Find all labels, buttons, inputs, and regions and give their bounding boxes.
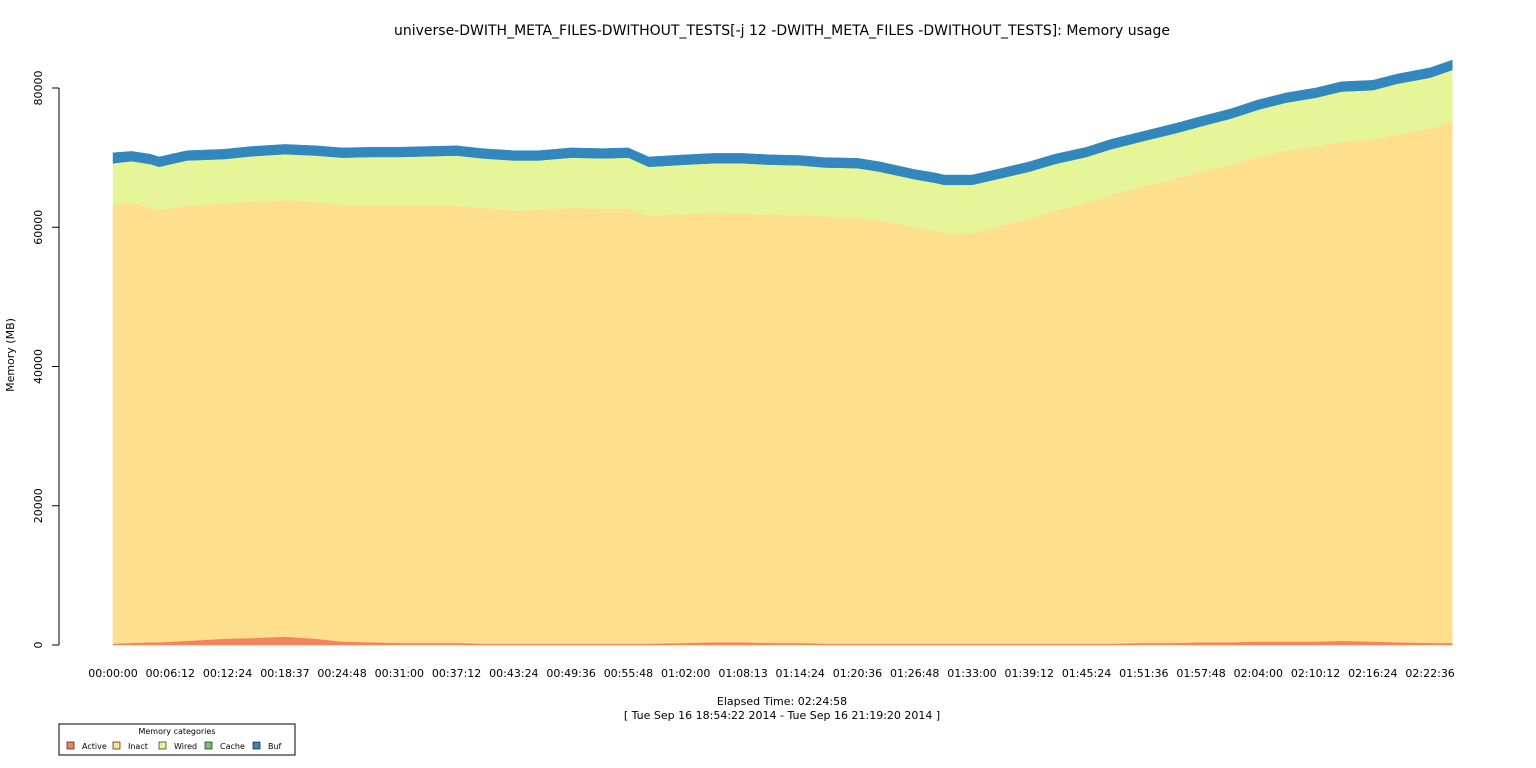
x-tick-label: 00:06:12 — [146, 667, 195, 680]
legend-label-active: Active — [82, 742, 107, 751]
x-tick-label: 01:57:48 — [1176, 667, 1225, 680]
area-buf — [112, 59, 1453, 186]
legend-swatch-active — [66, 741, 75, 750]
legend-swatch-wired — [158, 741, 167, 750]
y-tick-label: 80000 — [32, 71, 45, 106]
x-tick-label: 01:39:12 — [1005, 667, 1054, 680]
x-tick-label: 01:14:24 — [775, 667, 824, 680]
x-tick-label: 00:24:48 — [317, 667, 366, 680]
legend-swatch-cache — [204, 741, 213, 750]
y-tick-label: 20000 — [32, 488, 45, 523]
legend-label-cache: Cache — [220, 742, 245, 751]
x-tick-label: 00:18:37 — [260, 667, 309, 680]
x-tick-label: 00:31:00 — [375, 667, 424, 680]
x-tick-label: 01:26:48 — [890, 667, 939, 680]
legend-label-buf: Buf — [268, 742, 282, 751]
x-tick-label: 01:45:24 — [1062, 667, 1111, 680]
legend-swatch-buf — [252, 741, 261, 750]
legend: Memory categories Active Inact Wired Cache B… — [58, 723, 296, 756]
x-tick-label: 00:55:48 — [604, 667, 653, 680]
y-axis-label: Memory (MB) — [4, 318, 17, 392]
x-axis: 00:00:00 00:06:12 00:12:24 00:18:37 00:24:48… — [88, 667, 1455, 680]
x-tick-label: 02:16:24 — [1348, 667, 1397, 680]
legend-label-inact: Inact — [128, 742, 148, 751]
y-tick-label: 0 — [32, 642, 45, 649]
legend-swatch-inact — [112, 741, 121, 750]
stacked-areas — [112, 59, 1453, 646]
chart-title: universe-DWITH_META_FILES-DWITHOUT_TESTS… — [394, 23, 1170, 39]
x-tick-label: 01:51:36 — [1119, 667, 1168, 680]
x-tick-label: 02:10:12 — [1291, 667, 1340, 680]
x-tick-label: 00:49:36 — [546, 667, 595, 680]
legend-title: Memory categories — [138, 727, 215, 736]
x-tick-label: 00:37:12 — [432, 667, 481, 680]
x-tick-label: 00:12:24 — [203, 667, 252, 680]
x-axis-label: Elapsed Time: 02:24:58 — [717, 695, 847, 708]
y-tick-label: 40000 — [32, 349, 45, 384]
x-tick-label: 00:00:00 — [88, 667, 137, 680]
legend-label-wired: Wired — [174, 742, 197, 751]
x-axis-sublabel: [ Tue Sep 16 18:54:22 2014 - Tue Sep 16 … — [624, 709, 940, 722]
x-tick-label: 01:33:00 — [947, 667, 996, 680]
x-tick-label: 01:20:36 — [833, 667, 882, 680]
x-tick-label: 02:04:00 — [1234, 667, 1283, 680]
y-axis: 0 20000 40000 60000 80000 — [32, 71, 60, 649]
x-tick-label: 02:22:36 — [1405, 667, 1454, 680]
legend-box — [58, 723, 296, 756]
x-tick-label: 01:08:13 — [718, 667, 767, 680]
x-tick-label: 00:43:24 — [489, 667, 538, 680]
y-tick-label: 60000 — [32, 210, 45, 245]
x-tick-label: 01:02:00 — [661, 667, 710, 680]
